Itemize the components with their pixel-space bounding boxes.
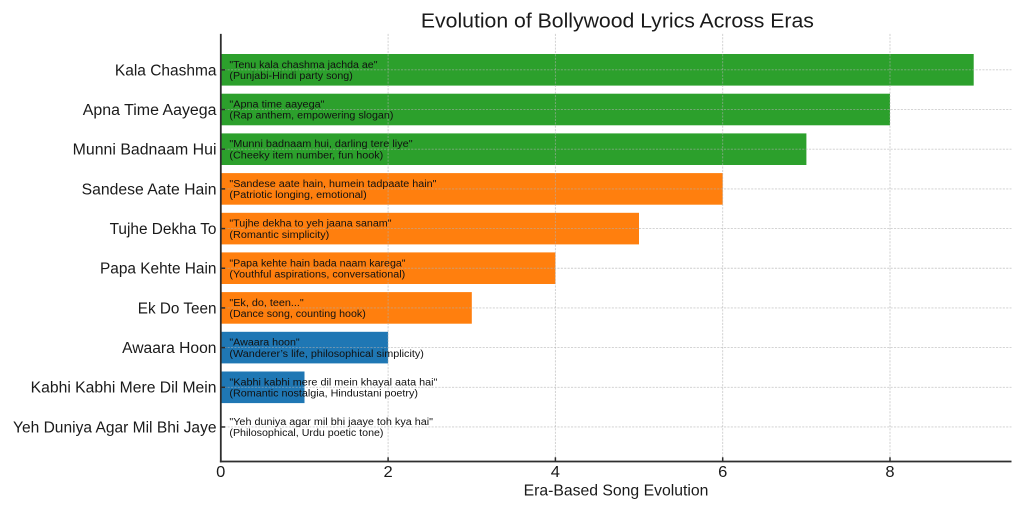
svg-text:Ek Do Teen: Ek Do Teen [138, 300, 217, 317]
svg-text:6: 6 [718, 464, 727, 481]
svg-text:Era-Based Song Evolution: Era-Based Song Evolution [524, 483, 709, 500]
svg-text:"Ek, do, teen...": "Ek, do, teen..." [229, 298, 304, 309]
svg-text:Awaara Hoon: Awaara Hoon [122, 340, 216, 357]
svg-text:(Youthful aspirations, convers: (Youthful aspirations, conversational) [229, 269, 405, 280]
svg-text:Tujhe Dekha To: Tujhe Dekha To [110, 221, 217, 238]
svg-text:Kabhi Kabhi Mere Dil Mein: Kabhi Kabhi Mere Dil Mein [31, 380, 217, 397]
svg-text:(Philosophical, Urdu poetic to: (Philosophical, Urdu poetic tone) [229, 428, 383, 439]
svg-text:(Romantic simplicity): (Romantic simplicity) [229, 230, 329, 241]
svg-text:Evolution of Bollywood Lyrics: Evolution of Bollywood Lyrics Across Era… [421, 10, 814, 32]
svg-text:"Awaara hoon": "Awaara hoon" [229, 338, 300, 349]
svg-text:(Punjabi-Hindi party song): (Punjabi-Hindi party song) [229, 71, 352, 82]
svg-text:Papa Kehte Hain: Papa Kehte Hain [100, 261, 217, 278]
svg-text:"Tenu kala chashma jachda ae": "Tenu kala chashma jachda ae" [229, 60, 378, 71]
svg-text:Kala Chashma: Kala Chashma [115, 62, 217, 79]
svg-text:Yeh Duniya Agar Mil Bhi Jaye: Yeh Duniya Agar Mil Bhi Jaye [13, 419, 216, 436]
svg-text:(Rap anthem, empowering slogan: (Rap anthem, empowering slogan) [229, 111, 393, 122]
svg-text:"Sandese aate hain, humein tad: "Sandese aate hain, humein tadpaate hain… [229, 179, 437, 190]
svg-text:4: 4 [551, 464, 561, 481]
svg-text:Apna Time Aayega: Apna Time Aayega [83, 102, 217, 119]
svg-text:Sandese Aate Hain: Sandese Aate Hain [82, 181, 217, 198]
svg-text:8: 8 [885, 464, 894, 481]
svg-text:2: 2 [384, 464, 393, 481]
svg-text:(Cheeky item number, fun hook): (Cheeky item number, fun hook) [229, 150, 383, 161]
svg-text:"Munni badnaam hui, darling te: "Munni badnaam hui, darling tere liye" [229, 139, 413, 150]
svg-text:"Apna time aayega": "Apna time aayega" [229, 100, 325, 111]
svg-text:0: 0 [216, 464, 225, 481]
svg-text:"Kabhi kabhi mere dil mein kha: "Kabhi kabhi mere dil mein khayal aata h… [229, 377, 437, 388]
svg-text:(Wanderer’s life, philosophica: (Wanderer’s life, philosophical simplici… [229, 349, 424, 360]
svg-text:Munni Badnaam Hui: Munni Badnaam Hui [73, 142, 217, 159]
svg-text:(Dance song, counting hook): (Dance song, counting hook) [229, 309, 365, 320]
svg-text:(Romantic nostalgia, Hindustan: (Romantic nostalgia, Hindustani poetry) [229, 388, 418, 399]
svg-text:(Patriotic longing, emotional): (Patriotic longing, emotional) [229, 190, 366, 201]
svg-text:"Yeh duniya agar mil bhi jaaye: "Yeh duniya agar mil bhi jaaye toh kya h… [229, 417, 433, 428]
svg-text:"Tujhe dekha to yeh jaana sana: "Tujhe dekha to yeh jaana sanam" [229, 219, 392, 230]
svg-text:"Papa kehte hain bada naam kar: "Papa kehte hain bada naam karega" [229, 258, 406, 269]
